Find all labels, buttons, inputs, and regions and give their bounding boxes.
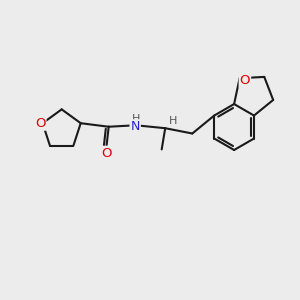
Text: O: O	[35, 117, 46, 130]
Text: H: H	[132, 114, 140, 124]
Text: N: N	[130, 120, 140, 133]
Text: O: O	[101, 147, 112, 160]
Text: H: H	[168, 116, 177, 126]
Text: O: O	[240, 74, 250, 87]
